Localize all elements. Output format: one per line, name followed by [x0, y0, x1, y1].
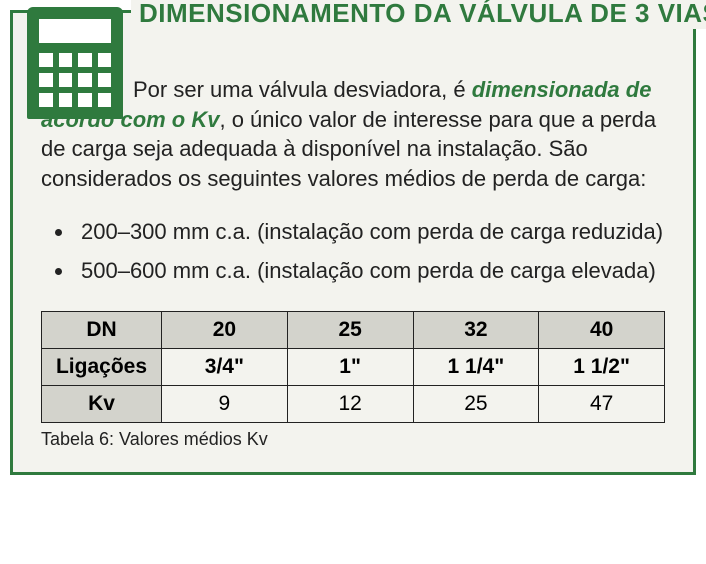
- calculator-icon: [27, 7, 123, 119]
- col-header: 25: [287, 311, 413, 348]
- col-header: 32: [413, 311, 539, 348]
- row-header-ligacoes: Ligações: [42, 348, 162, 385]
- row-header-kv: Kv: [42, 385, 162, 422]
- table-caption: Tabela 6: Valores médios Kv: [41, 429, 665, 450]
- bullet-list: 200–300 mm c.a. (instalação com perda de…: [41, 212, 665, 291]
- table-cell: 25: [413, 385, 539, 422]
- table-cell: 1 1/4": [413, 348, 539, 385]
- table-row: Kv 9 12 25 47: [42, 385, 665, 422]
- row-header-dn: DN: [42, 311, 162, 348]
- table-cell: 3/4": [162, 348, 288, 385]
- body-paragraph: Por ser uma válvula desviadora, é dimens…: [41, 75, 665, 194]
- list-item: 200–300 mm c.a. (instalação com perda de…: [75, 212, 665, 252]
- title-wrap: DIMENSIONAMENTO DA VÁLVULA DE 3 VIAS: [131, 0, 677, 27]
- card-title: DIMENSIONAMENTO DA VÁLVULA DE 3 VIAS: [131, 0, 706, 29]
- table-cell: 1": [287, 348, 413, 385]
- para-pre: Por ser uma válvula desviadora, é: [133, 77, 472, 102]
- table-cell: 1 1/2": [539, 348, 665, 385]
- table-cell: 9: [162, 385, 288, 422]
- table-row: DN 20 25 32 40: [42, 311, 665, 348]
- info-card: DIMENSIONAMENTO DA VÁLVULA DE 3 VIAS Por…: [10, 10, 696, 475]
- col-header: 40: [539, 311, 665, 348]
- kv-table: DN 20 25 32 40 Ligações 3/4" 1" 1 1/4" 1…: [41, 311, 665, 423]
- list-item: 500–600 mm c.a. (instalação com perda de…: [75, 251, 665, 291]
- table-cell: 47: [539, 385, 665, 422]
- col-header: 20: [162, 311, 288, 348]
- table-cell: 12: [287, 385, 413, 422]
- table-row: Ligações 3/4" 1" 1 1/4" 1 1/2": [42, 348, 665, 385]
